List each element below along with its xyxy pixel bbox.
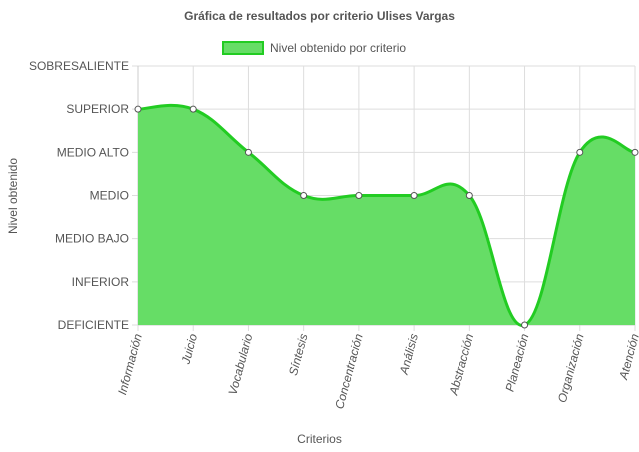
x-tick-label: Planeación: [503, 332, 532, 393]
data-point: [465, 192, 473, 199]
data-point: [521, 321, 529, 329]
legend[interactable]: Nivel obtenido por criterio: [222, 41, 406, 55]
x-tick-label: Vocabulario: [226, 332, 256, 397]
x-tick-label: Concentración: [332, 332, 366, 411]
data-point: [410, 192, 418, 199]
data-point: [576, 148, 584, 156]
data-point: [189, 105, 197, 113]
series-line: [137, 103, 636, 327]
x-axis-title: Criterios: [297, 432, 342, 446]
y-tick-label: MEDIO ALTO: [57, 145, 129, 159]
x-tick-label: Información: [115, 332, 145, 396]
x-tick-label: Análisis: [397, 332, 421, 377]
y-tick-label: DEFICIENTE: [58, 318, 129, 332]
y-tick-label: MEDIO BAJO: [55, 232, 129, 246]
data-point: [134, 105, 142, 113]
data-point: [300, 192, 308, 199]
legend-swatch: [222, 41, 264, 55]
y-tick-label: SUPERIOR: [66, 102, 129, 116]
legend-label: Nivel obtenido por criterio: [270, 41, 407, 55]
x-tick-label: Organización: [555, 332, 587, 404]
y-tick-label: INFERIOR: [72, 275, 130, 289]
x-tick-label: Síntesis: [286, 332, 311, 377]
data-point: [631, 148, 639, 156]
x-tick-label: Juicio: [178, 332, 200, 367]
x-tick-label: Abstracción: [446, 332, 476, 397]
series-area: [138, 105, 635, 326]
y-tick-label: MEDIO: [90, 189, 129, 203]
data-point: [355, 192, 363, 199]
data-point: [244, 148, 252, 156]
x-tick-label: Atención: [616, 332, 639, 382]
y-tick-label: SOBRESALIENTE: [29, 59, 129, 73]
chart-title: Gráfica de resultados por criterio Ulise…: [184, 9, 455, 23]
